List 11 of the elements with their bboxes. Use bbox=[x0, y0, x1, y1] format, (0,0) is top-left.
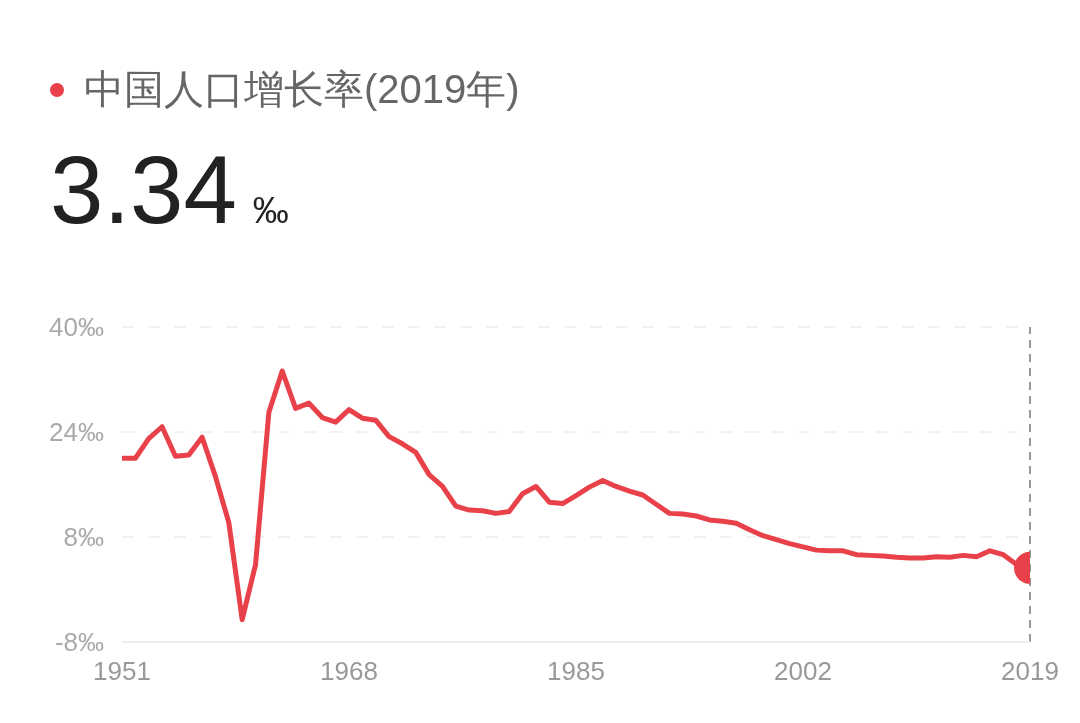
x-tick-label: 1985 bbox=[547, 656, 605, 687]
x-tick-label: 1968 bbox=[320, 656, 378, 687]
y-tick-label: 8‰ bbox=[63, 522, 104, 553]
text: 3.34 ‰ bbox=[50, 136, 289, 243]
x-tick-label: 2019 bbox=[1001, 656, 1059, 687]
x-tick-label: 1951 bbox=[93, 656, 151, 687]
x-tick-label: 2002 bbox=[774, 656, 832, 687]
y-tick-label: 40‰ bbox=[49, 312, 104, 343]
y-tick-label: -8‰ bbox=[54, 627, 104, 658]
chart-title: 中国人口增长率(2019年) bbox=[84, 66, 520, 113]
y-tick-label: 24‰ bbox=[49, 417, 104, 448]
